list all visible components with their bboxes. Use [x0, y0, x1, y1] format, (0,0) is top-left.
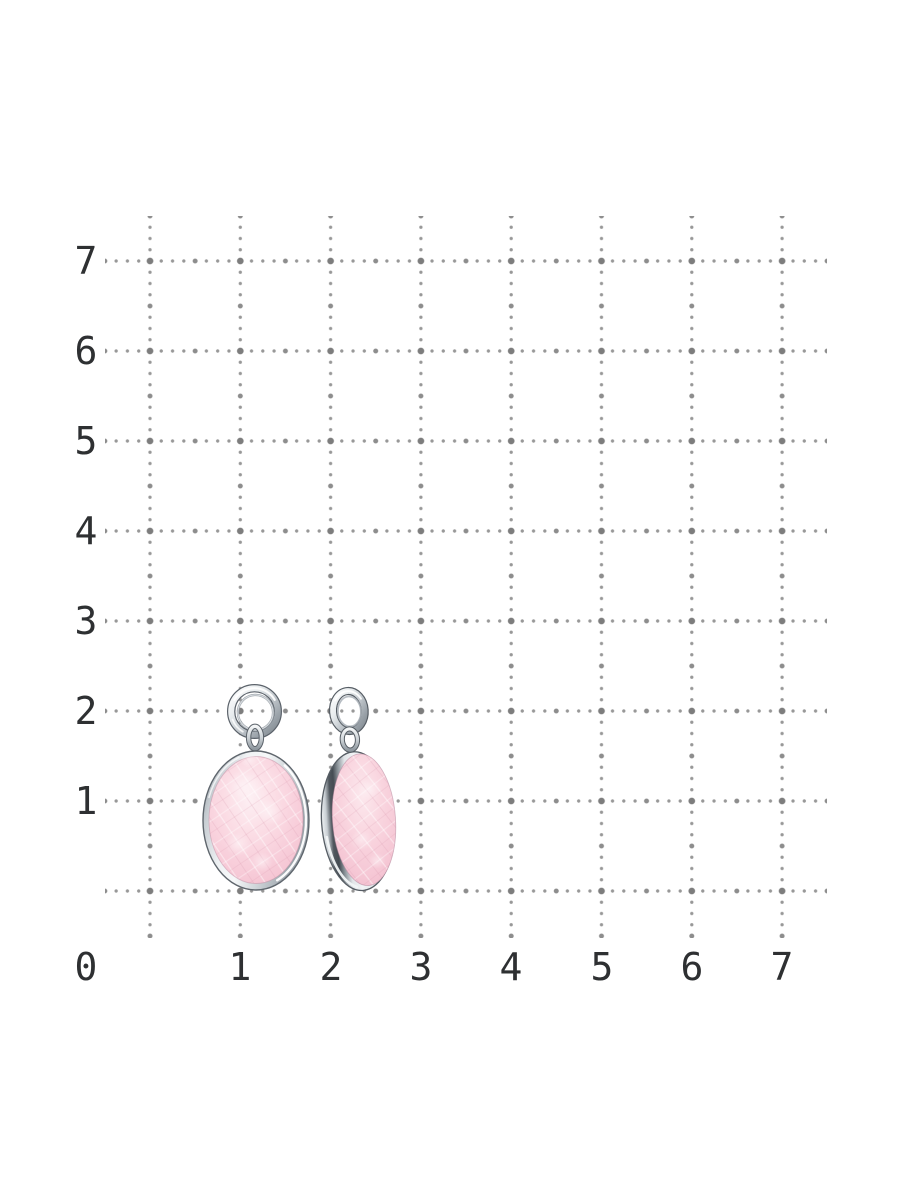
x-axis-label-5: 5 [590, 945, 614, 989]
pendant-front-view [202, 684, 310, 891]
y-axis-label-1: 1 [74, 779, 98, 823]
ring-highlight [334, 690, 362, 702]
milky-patches [350, 778, 386, 869]
pendant-side-view [320, 686, 397, 892]
ring-highlight [233, 687, 276, 701]
x-axis-label-3: 3 [409, 945, 433, 989]
bail-ring [328, 686, 369, 736]
y-axis-label-2: 2 [74, 689, 98, 733]
x-axis-label-6: 6 [680, 945, 704, 989]
y-axis-label-4: 4 [74, 509, 98, 553]
connector-loop [245, 723, 265, 752]
y-axis-label-3: 3 [74, 599, 98, 643]
milky-patches [225, 752, 284, 872]
x-axis-label-7: 7 [770, 945, 794, 989]
origin-label: 0 [74, 945, 98, 989]
y-axis-label-6: 6 [74, 329, 98, 373]
y-axis-label-7: 7 [74, 239, 98, 283]
x-axis-label-1: 1 [228, 945, 252, 989]
bezel-highlight [275, 764, 308, 882]
bezel-lip-highlight [325, 835, 359, 889]
x-axis-label-4: 4 [499, 945, 523, 989]
connector-loop [339, 726, 361, 753]
x-axis-label-2: 2 [319, 945, 343, 989]
y-axis-label-5: 5 [74, 419, 98, 463]
bail-ring [226, 684, 282, 740]
